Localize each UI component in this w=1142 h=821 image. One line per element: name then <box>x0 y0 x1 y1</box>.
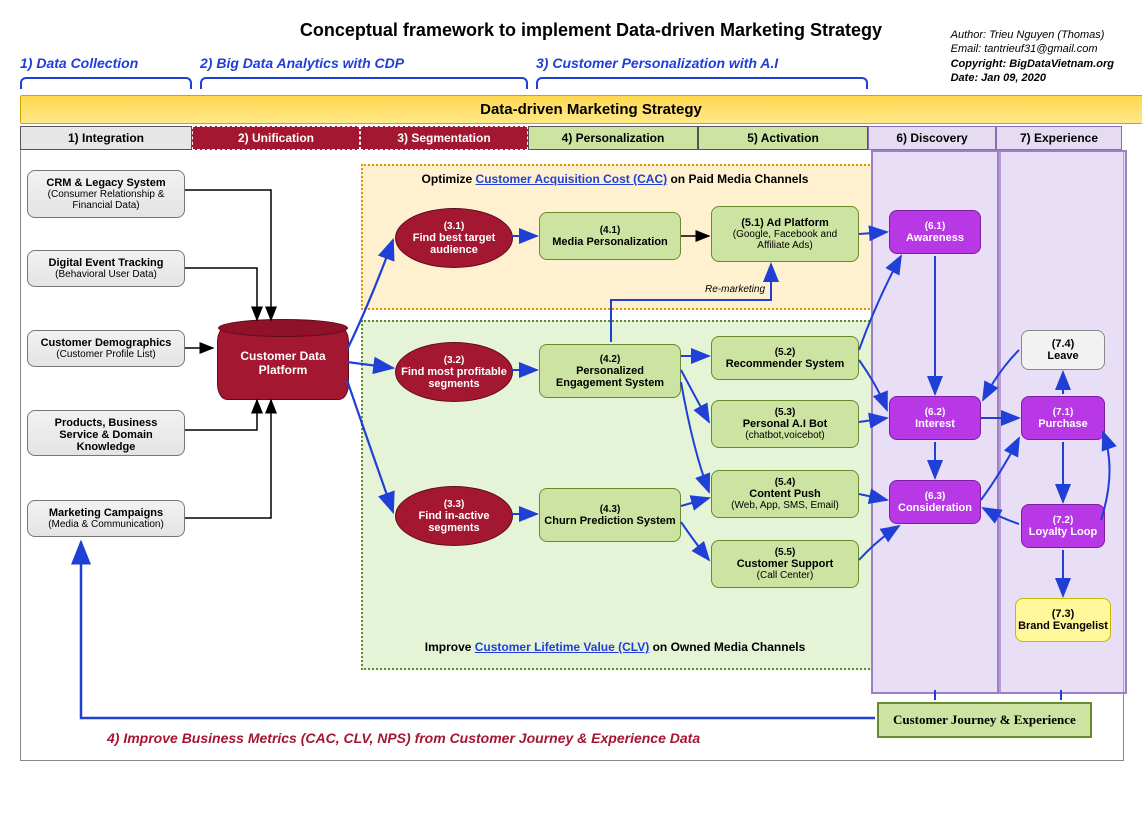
footer-phase-4: 4) Improve Business Metrics (CAC, CLV, N… <box>107 730 700 746</box>
col-integration: 1) Integration <box>20 126 192 150</box>
act-5-3: (5.3)Personal A.I Bot(chatbot,voicebot) <box>711 400 859 448</box>
col-activation: 5) Activation <box>698 126 868 150</box>
phase-1-label: 1) Data Collection <box>20 55 192 71</box>
exp-7-1: (7.1)Purchase <box>1021 396 1105 440</box>
phase-3-label: 3) Customer Personalization with A.I <box>536 55 868 71</box>
zone-cac-label: Optimize Customer Acquisition Cost (CAC)… <box>381 172 849 186</box>
disc-6-1: (6.1)Awareness <box>889 210 981 254</box>
zone-clv-label: Improve Customer Lifetime Value (CLV) on… <box>381 640 849 654</box>
act-5-5: (5.5)Customer Support(Call Center) <box>711 540 859 588</box>
col-experience: 7) Experience <box>996 126 1122 150</box>
author-date: Date: Jan 09, 2020 <box>951 71 1114 85</box>
col-discovery: 6) Discovery <box>868 126 996 150</box>
columns-header: 1) Integration 2) Unification 3) Segment… <box>20 126 1142 150</box>
seg-3-3: (3.3)Find in-active segments <box>395 486 513 546</box>
col-segmentation: 3) Segmentation <box>360 126 528 150</box>
intbox-demo: Customer Demographics (Customer Profile … <box>27 330 185 367</box>
exp-7-3: (7.3)Brand Evangelist <box>1015 598 1111 642</box>
col-personalization: 4) Personalization <box>528 126 698 150</box>
seg-3-1: (3.1)Find best target audience <box>395 208 513 268</box>
pers-4-3: (4.3)Churn Prediction System <box>539 488 681 542</box>
col-unification: 2) Unification <box>192 126 360 150</box>
act-5-4: (5.4)Content Push(Web, App, SMS, Email) <box>711 470 859 518</box>
disc-6-3: (6.3)Consideration <box>889 480 981 524</box>
act-5-1: (5.1) Ad Platform(Google, Facebook and A… <box>711 206 859 262</box>
author-name: Author: Trieu Nguyen (Thomas) <box>951 28 1114 42</box>
exp-7-4: (7.4)Leave <box>1021 330 1105 370</box>
cdp-cylinder: Customer Data Platform <box>217 326 349 400</box>
diagram-canvas: Optimize Customer Acquisition Cost (CAC)… <box>20 150 1124 761</box>
disc-6-2: (6.2)Interest <box>889 396 981 440</box>
exp-7-2: (7.2)Loyalty Loop <box>1021 504 1105 548</box>
customer-journey-box: Customer Journey & Experience <box>877 702 1092 738</box>
phase-2-label: 2) Big Data Analytics with CDP <box>200 55 528 71</box>
strategy-bar: Data-driven Marketing Strategy <box>20 95 1142 124</box>
act-5-2: (5.2)Recommender System <box>711 336 859 380</box>
intbox-products: Products, Business Service & Domain Know… <box>27 410 185 456</box>
remarketing-label: Re-marketing <box>705 284 765 295</box>
seg-3-2: (3.2)Find most profitable segments <box>395 342 513 402</box>
intbox-crm: CRM & Legacy System (Consumer Relationsh… <box>27 170 185 218</box>
author-copyright: Copyright: BigDataVietnam.org <box>951 57 1114 71</box>
intbox-digital: Digital Event Tracking (Behavioral User … <box>27 250 185 287</box>
pers-4-1: (4.1)Media Personalization <box>539 212 681 260</box>
author-email: Email: tantrieuf31@gmail.com <box>951 42 1114 56</box>
intbox-campaigns: Marketing Campaigns (Media & Communicati… <box>27 500 185 537</box>
author-block: Author: Trieu Nguyen (Thomas) Email: tan… <box>951 28 1114 85</box>
pers-4-2: (4.2)Personalized Engagement System <box>539 344 681 398</box>
